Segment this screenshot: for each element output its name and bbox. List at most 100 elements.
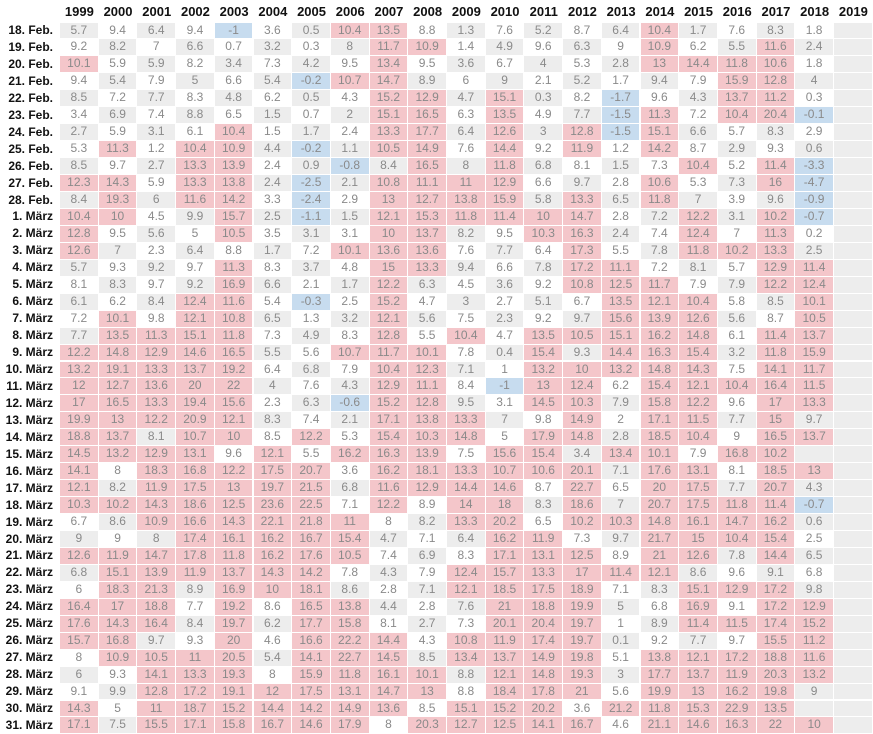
- heatmap-cell: 8.1: [369, 615, 408, 632]
- heatmap-cell: 13.3: [137, 361, 176, 378]
- heatmap-cell: 21.8: [292, 514, 330, 530]
- heatmap-cell: 3: [601, 666, 640, 683]
- heatmap-cell: 22.7: [330, 649, 369, 666]
- heatmap-cell: 4: [524, 56, 563, 73]
- date-label: 18. Feb.: [8, 23, 53, 37]
- heatmap-cell: 10.3: [601, 514, 640, 530]
- heatmap-cell: 18.6: [563, 497, 601, 514]
- heatmap-cell: -1: [214, 22, 253, 39]
- heatmap-cell: 8.9: [601, 547, 640, 564]
- heatmap-cell: 12.1: [679, 649, 717, 666]
- heatmap-cell: 12.9: [408, 90, 446, 107]
- heatmap-cell: 5.9: [98, 124, 137, 141]
- heatmap-cell: 4: [253, 378, 292, 395]
- heatmap-cell: 1.1: [330, 141, 369, 158]
- heatmap-cell: 7.2: [60, 310, 98, 327]
- heatmap-cell: 17.4: [756, 615, 795, 632]
- heatmap-cell: 7.4: [369, 547, 408, 564]
- year-header: 2002: [180, 4, 210, 19]
- heatmap-cell: 14.8: [679, 327, 717, 344]
- heatmap-cell: 11.9: [485, 632, 524, 649]
- heatmap-cell: 10.7: [330, 73, 369, 90]
- heatmap-cell: 13.5: [756, 700, 795, 717]
- heatmap-cell: 11.4: [795, 259, 833, 276]
- heatmap-cell: 3.2: [717, 344, 756, 361]
- heatmap-cell: 11.4: [679, 615, 717, 632]
- date-label: 22. Feb.: [8, 90, 53, 105]
- heatmap-cell: [834, 344, 872, 361]
- year-header: 2016: [722, 4, 752, 19]
- heatmap-cell: 1.7: [679, 22, 717, 39]
- heatmap-cell: 12.2: [60, 344, 98, 361]
- heatmap-cell: 19.2: [214, 361, 253, 378]
- heatmap-cell: 7.7: [717, 412, 756, 429]
- heatmap-cell: 11.6: [756, 39, 795, 56]
- heatmap-cell: 11.9: [176, 564, 214, 581]
- heatmap-cell: 6.8: [60, 564, 98, 581]
- heatmap-cell: 17.5: [524, 581, 563, 598]
- heatmap-cell: 2.9: [795, 124, 833, 141]
- heatmap-cell: 4.3: [795, 480, 833, 497]
- heatmap-cell: -1.7: [601, 90, 640, 107]
- heatmap-cell: 9.7: [98, 158, 137, 175]
- heatmap-cell: 6.2: [601, 378, 640, 395]
- heatmap-cell: 6.9: [408, 547, 446, 564]
- heatmap-cell: 2.8: [408, 598, 446, 615]
- heatmap-cell: 14.2: [214, 192, 253, 208]
- heatmap-cell: 13.3: [447, 412, 485, 429]
- heatmap-cell: 14.3: [60, 700, 98, 717]
- heatmap-cell: 14.6: [292, 717, 330, 734]
- heatmap-cell: 8.2: [176, 56, 214, 73]
- heatmap-cell: 19.7: [253, 480, 292, 497]
- heatmap-cell: 14.4: [369, 632, 408, 649]
- heatmap-cell: 12.1: [176, 310, 214, 327]
- heatmap-cell: [834, 497, 872, 514]
- heatmap-cell: 10.1: [60, 56, 98, 73]
- heatmap-cell: 8.5: [408, 649, 446, 666]
- heatmap-cell: 3.1: [137, 124, 176, 141]
- heatmap-cell: 13.9: [214, 158, 253, 175]
- heatmap-cell: [834, 412, 872, 429]
- heatmap-cell: 6.1: [176, 124, 214, 141]
- heatmap-cell: 11.8: [214, 547, 253, 564]
- heatmap-cell: 18.8: [60, 429, 98, 446]
- heatmap-cell: 1: [485, 361, 524, 378]
- heatmap-cell: 9: [795, 683, 833, 700]
- heatmap-cell: 9.7: [563, 310, 601, 327]
- heatmap-cell: 11.8: [717, 56, 756, 73]
- heatmap-cell: 14.7: [369, 73, 408, 90]
- heatmap-cell: 12.5: [601, 276, 640, 293]
- heatmap-cell: 18.1: [292, 581, 330, 598]
- year-header: 2019: [838, 4, 868, 19]
- heatmap-cell: 13.7: [176, 361, 214, 378]
- heatmap-cell: 17.1: [485, 547, 524, 564]
- heatmap-cell: 0.4: [485, 344, 524, 361]
- heatmap-cell: 14.1: [756, 361, 795, 378]
- heatmap-cell: 6.4: [524, 242, 563, 259]
- heatmap-cell: 10.1: [640, 446, 679, 463]
- heatmap-cell: 5.1: [601, 649, 640, 666]
- heatmap-cell: 15.1: [679, 581, 717, 598]
- heatmap-cell: 16.9: [679, 598, 717, 615]
- heatmap-cell: 22.7: [563, 480, 601, 497]
- heatmap-cell: 11.1: [601, 259, 640, 276]
- heatmap-cell: 6.2: [98, 293, 137, 310]
- heatmap-cell: 16.2: [253, 547, 292, 564]
- heatmap-cell: 12.1: [640, 293, 679, 310]
- heatmap-cell: 10.6: [640, 175, 679, 191]
- heatmap-cell: 16.8: [717, 446, 756, 463]
- heatmap-cell: 4: [795, 73, 833, 90]
- heatmap-cell: 11.9: [563, 141, 601, 158]
- heatmap-cell: 7.4: [137, 107, 176, 124]
- heatmap-cell: 13.5: [524, 327, 563, 344]
- heatmap-cell: 9: [717, 429, 756, 446]
- heatmap-cell: 14.5: [524, 395, 563, 412]
- heatmap-cell: 0.7: [292, 107, 330, 124]
- heatmap-cell: 7.7: [679, 632, 717, 649]
- heatmap-cell: 21.2: [601, 700, 640, 717]
- heatmap-cell: 14.4: [679, 56, 717, 73]
- heatmap-cell: 3: [524, 124, 563, 141]
- heatmap-cell: 8.1: [679, 259, 717, 276]
- heatmap-cell: 9: [60, 531, 98, 547]
- date-label: 9. März: [12, 345, 53, 360]
